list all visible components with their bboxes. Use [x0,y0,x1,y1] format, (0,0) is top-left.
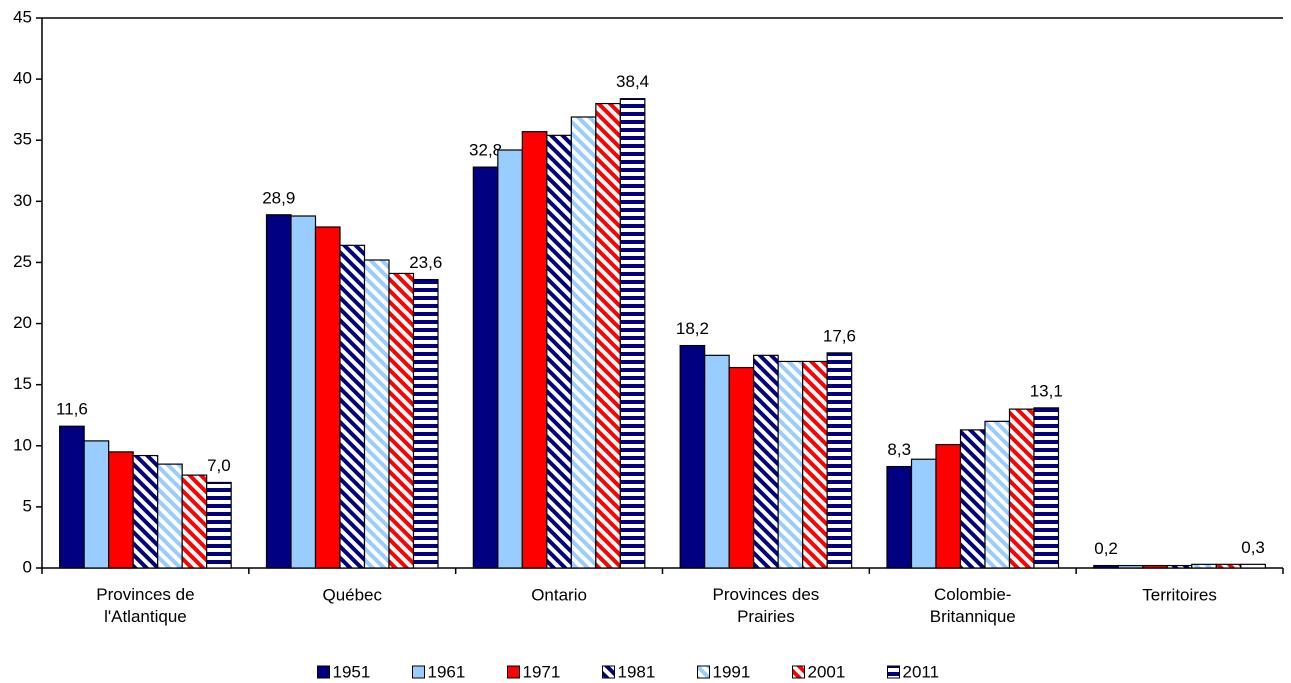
y-tick-label: 10 [13,435,32,454]
legend-swatch [792,665,805,679]
y-tick-label: 5 [23,496,32,515]
bar [290,215,317,569]
bar [388,272,415,569]
bar [959,429,986,569]
legend-label: 2001 [808,662,846,681]
bar [826,352,853,569]
y-tick-label: 25 [13,252,32,271]
bar [1033,407,1060,569]
legend-swatch [602,665,615,679]
bar [728,366,755,569]
data-label: 17,6 [823,326,856,345]
bar [802,360,828,569]
bar [1008,408,1035,569]
bar [753,354,779,569]
bar [1166,564,1193,569]
bar [1093,564,1119,569]
bar [521,131,548,569]
bar [1191,563,1217,569]
bar [777,360,804,569]
y-tick-label: 15 [13,374,32,393]
bar [157,463,183,569]
bar [265,214,292,569]
data-label: 28,9 [262,188,295,207]
y-tick-label: 40 [13,69,32,88]
bar [83,440,110,569]
x-tick-label: Provinces des Prairies [713,585,820,626]
data-label: 8,3 [887,440,911,459]
legend-label: 1981 [618,662,656,681]
bar [984,420,1011,569]
bar [1215,563,1242,569]
legend-swatch [317,665,330,679]
bar [1142,564,1168,569]
data-label: 18,2 [676,319,709,338]
bar [339,244,366,569]
legend-label: 1951 [333,662,371,681]
y-tick-label: 0 [23,557,32,576]
y-tick-label: 30 [13,191,32,210]
bar [546,134,572,569]
bar [910,458,937,569]
y-tick-label: 20 [13,313,32,332]
y-tick-label: 45 [13,7,32,26]
bar [412,278,439,569]
data-label: 38,4 [616,72,649,91]
bar [704,354,730,569]
legend-swatch [697,665,710,679]
bar [679,344,706,569]
bar [935,443,962,569]
legend-label: 2011 [903,662,940,681]
bar [472,166,499,569]
data-label: 0,3 [1241,538,1265,557]
bar [314,226,341,569]
bar [363,259,390,569]
data-label: 32,8 [469,141,502,160]
bar [619,98,646,569]
bar [886,465,913,569]
y-tick-label: 35 [13,130,32,149]
data-label: 11,6 [56,400,88,419]
bar [132,454,159,569]
x-tick-label: Québec [322,585,382,604]
x-tick-label: Ontario [531,585,587,604]
data-label: 0,2 [1094,539,1118,558]
x-tick-label: Colombie-Britannique [930,585,1016,626]
x-tick-label: Provinces de l'Atlantique [96,585,194,626]
bar [595,102,621,569]
legend-swatch [412,665,425,679]
x-tick-label: Territoires [1142,585,1217,604]
data-label: 13,1 [1030,381,1063,400]
bar [497,149,523,569]
bar [206,481,232,569]
data-label: 7,0 [207,456,231,475]
bar [108,451,134,569]
bar [570,116,597,569]
legend-label: 1961 [428,662,466,681]
bar [59,425,85,569]
legend-swatch [507,665,520,679]
bar [1240,563,1266,569]
bar [1117,564,1144,569]
data-label: 23,6 [409,253,442,272]
legend-swatch [887,665,900,679]
legend-label: 1991 [713,662,751,681]
legend-label: 1971 [523,662,561,681]
bar [181,474,208,569]
